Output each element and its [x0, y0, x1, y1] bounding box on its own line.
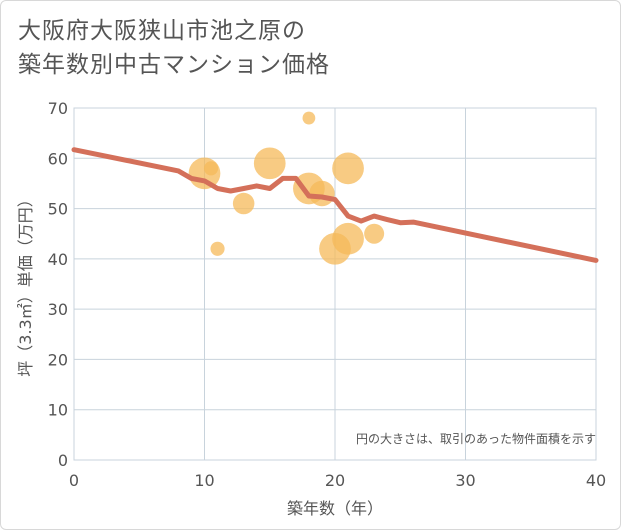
bubble-point	[332, 152, 364, 185]
tick-labels: 0 10 20 30 40 0 10 20 30 40 50 60 70	[48, 99, 607, 490]
title-line-2: 築年数別中古マンション価格	[18, 52, 330, 78]
bubble-point	[232, 192, 255, 215]
y-tick-label: 40	[48, 250, 68, 269]
x-tick-label: 20	[325, 471, 345, 490]
bubble-point	[332, 222, 364, 255]
title-line-1: 大阪府大阪狭山市池之原の	[18, 18, 306, 44]
y-tick-label: 10	[48, 401, 68, 420]
bubble-point	[309, 180, 335, 207]
trend-line	[71, 147, 599, 263]
x-tick-label: 10	[194, 471, 214, 490]
bubble-point	[364, 223, 385, 244]
bubble-point	[203, 161, 219, 176]
x-tick-label: 0	[69, 471, 79, 490]
y-tick-label: 0	[58, 451, 68, 470]
x-tick-label: 40	[586, 471, 606, 490]
bubble-point	[253, 147, 286, 180]
size-note: 円の大きさは、取引のあった物件面積を示す	[356, 431, 596, 446]
bubble-point	[302, 111, 316, 125]
y-tick-label: 20	[48, 350, 68, 369]
x-axis-label: 築年数（年）	[287, 499, 383, 518]
y-axis-label: 坪（3.3㎡）単価（万円）	[16, 191, 35, 376]
chart-title: 大阪府大阪狭山市池之原の 築年数別中古マンション価格	[18, 14, 330, 82]
bubble-point	[210, 241, 225, 256]
y-tick-label: 30	[48, 300, 68, 319]
y-tick-label: 50	[48, 200, 68, 219]
x-tick-label: 30	[455, 471, 475, 490]
y-tick-label: 60	[48, 149, 68, 168]
y-tick-label: 70	[48, 99, 68, 118]
